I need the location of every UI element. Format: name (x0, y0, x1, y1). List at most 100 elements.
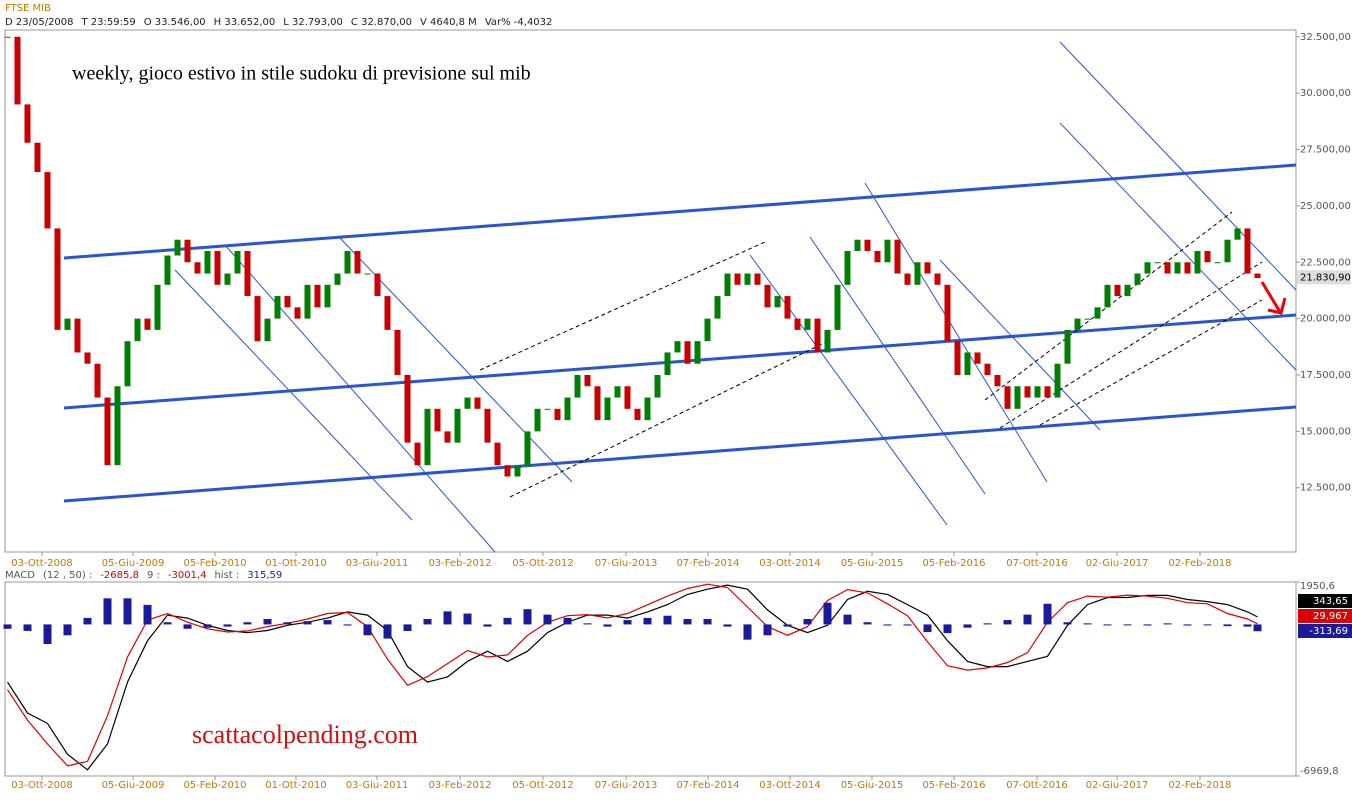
hist-bar (543, 614, 552, 625)
candle (874, 250, 881, 263)
x-tick-label: 02-Giu-2017 (1086, 558, 1149, 569)
candle (374, 273, 381, 297)
candle (274, 296, 281, 319)
hist-bar (863, 622, 872, 625)
candle (834, 284, 841, 330)
last-value-label: 343,65 (1313, 596, 1348, 607)
candle (1094, 307, 1101, 319)
candle (954, 341, 961, 375)
candle (1034, 386, 1041, 398)
x-tick-label: 05-Ott-2012 (512, 780, 573, 791)
candle (534, 408, 541, 432)
y-tick-label: 27.500,00 (1300, 145, 1351, 156)
x-tick-label: 05-Feb-2010 (183, 558, 246, 569)
x-tick-label: 05-Giu-2015 (841, 558, 904, 569)
candle (704, 318, 711, 342)
candle (224, 273, 231, 285)
hist-bar (203, 624, 212, 628)
candle (604, 397, 611, 421)
x-tick-label: 02-Feb-2018 (1168, 780, 1231, 791)
x-tick-label: 03-Giu-2011 (346, 558, 409, 569)
hist-bar (223, 624, 232, 627)
candle (1234, 228, 1241, 240)
last-value-label: -313,69 (1309, 626, 1348, 637)
hist-bar (1143, 624, 1152, 626)
candle (1114, 284, 1121, 297)
last-price-box (1297, 270, 1351, 285)
candle (244, 250, 251, 297)
header-item: Var% -4,4032 (485, 17, 553, 28)
x-tick-label: 05-Feb-2016 (922, 558, 985, 569)
macd-header-item: 9 : (147, 570, 160, 581)
hist-bar (803, 618, 812, 625)
channel-line (63, 313, 1297, 410)
candle (484, 408, 491, 443)
candle (1214, 262, 1221, 264)
hist-bar (583, 623, 592, 625)
macd-header-item: hist : (214, 570, 239, 581)
candle (14, 36, 21, 105)
macd-header-item: 315,59 (247, 570, 282, 581)
candle (314, 284, 321, 308)
y-tick-label: 20.000,00 (1300, 314, 1351, 325)
candle (724, 273, 731, 297)
x-tick-label: 03-Ott-2008 (11, 558, 72, 569)
candle (124, 341, 131, 387)
candle (1074, 318, 1081, 330)
candle (754, 273, 761, 285)
arrow (1260, 281, 1287, 315)
candle (994, 374, 1001, 387)
x-tick-label: 03-Ott-2014 (759, 558, 820, 569)
last-price-label: 21.830,90 (1300, 272, 1351, 283)
candle (594, 386, 601, 421)
annotation: weekly, gioco estivo in stile sudoku di … (72, 63, 531, 85)
hist-bar (443, 611, 452, 625)
x-tick-label: 07-Feb-2014 (676, 558, 739, 569)
candle (654, 374, 661, 398)
candle (1044, 386, 1051, 398)
hist-bar (103, 598, 112, 625)
x-tick-label: 03-Ott-2008 (11, 780, 72, 791)
candle (904, 273, 911, 285)
hist-bar (1203, 624, 1212, 626)
hist-bar (1243, 624, 1252, 627)
trend-line (939, 259, 1101, 431)
candle (494, 442, 501, 466)
hist-bar (903, 624, 912, 626)
hist-bar (1043, 603, 1052, 625)
hist-bar (263, 618, 272, 625)
macd-header-item: MACD (5, 570, 35, 581)
hist-bar (1063, 622, 1072, 625)
candle (504, 465, 511, 477)
candle (804, 318, 811, 330)
candle (334, 273, 341, 285)
candle (434, 408, 441, 432)
candle (694, 341, 701, 364)
hist-bar (623, 620, 632, 625)
hist-bar (643, 617, 652, 625)
y-tick-label: 12.500,00 (1300, 483, 1351, 494)
candle (114, 386, 121, 466)
candle (564, 397, 571, 421)
symbol: FTSE MIB (5, 3, 51, 14)
candle (844, 250, 851, 285)
hist-bar (703, 618, 712, 625)
candle (924, 262, 931, 274)
header-item: V 4640,8 M (420, 17, 477, 28)
price-panel (4, 29, 1297, 553)
candle (1184, 262, 1191, 274)
candle (74, 318, 81, 353)
y-tick-label: -6969,8 (1300, 766, 1339, 777)
x-tick-label: 03-Feb-2012 (428, 558, 491, 569)
candle (94, 363, 101, 398)
candle (254, 296, 261, 342)
hist-bar (763, 624, 772, 636)
candle (544, 408, 551, 410)
candle (764, 284, 771, 308)
candle (644, 397, 651, 421)
x-tick-label: 05-Feb-2010 (183, 780, 246, 791)
candle (394, 329, 401, 375)
candle (54, 228, 61, 330)
candle (134, 318, 141, 342)
